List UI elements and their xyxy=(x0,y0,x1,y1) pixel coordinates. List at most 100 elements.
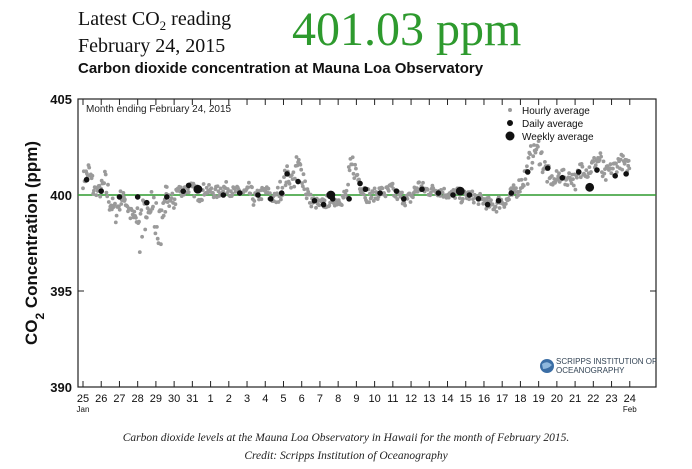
co2-chart: Carbon dioxide concentration at Mauna Lo… xyxy=(22,60,657,414)
x-tick-label: 3 xyxy=(244,393,250,405)
x-tick-label: 18 xyxy=(514,393,526,405)
hourly-point xyxy=(528,144,533,148)
legend-marker xyxy=(507,120,513,126)
hourly-point xyxy=(113,201,117,206)
hourly-point xyxy=(252,199,257,203)
x-tick-label: 11 xyxy=(387,393,398,405)
hourly-point xyxy=(266,186,271,191)
hourly-point xyxy=(526,156,531,160)
hourly-point xyxy=(598,151,603,156)
hourly-point xyxy=(589,170,593,174)
hourly-point xyxy=(303,179,307,184)
hourly-point xyxy=(341,195,346,200)
hourly-point xyxy=(154,201,159,205)
caption-line-2: Credit: Scripps Institution of Oceanogra… xyxy=(244,450,448,462)
hourly-point xyxy=(123,197,127,202)
hourly-point xyxy=(207,183,211,187)
hourly-point xyxy=(289,173,294,178)
x-tick-label: 14 xyxy=(441,393,453,405)
inset-label: Month ending February 24, 2015 xyxy=(86,104,232,115)
hourly-point xyxy=(128,216,133,221)
x-tick-label: 24 xyxy=(624,393,636,405)
hourly-point xyxy=(164,185,169,189)
hourly-point xyxy=(584,168,589,173)
daily-point xyxy=(484,201,491,208)
weekly-point xyxy=(585,182,595,192)
hourly-point xyxy=(627,166,632,171)
hourly-point xyxy=(573,187,578,192)
hourly-point xyxy=(304,196,309,201)
hourly-point xyxy=(81,186,85,191)
hourly-point xyxy=(608,162,613,167)
caption-line-1: Carbon dioxide levels at the Mauna Loa O… xyxy=(122,432,570,444)
x-tick-label: 6 xyxy=(299,393,305,405)
hourly-point xyxy=(539,150,544,155)
hourly-point xyxy=(134,215,138,220)
daily-point xyxy=(83,176,90,183)
hourly-point xyxy=(489,198,493,203)
hourly-point xyxy=(355,172,360,177)
daily-point xyxy=(559,174,566,181)
hourly-point xyxy=(533,150,538,155)
x-tick-label: 12 xyxy=(405,393,417,405)
daily-point xyxy=(236,190,243,196)
hourly-point xyxy=(169,196,174,200)
hourly-point xyxy=(550,174,554,178)
daily-point xyxy=(267,196,274,202)
daily-point xyxy=(612,173,618,179)
hourly-point xyxy=(117,204,121,209)
daily-point xyxy=(495,197,502,204)
reading-value: 401.03 ppm xyxy=(292,3,522,56)
daily-point xyxy=(295,178,301,185)
x-tick-label: 8 xyxy=(335,393,341,405)
x-tick-label: 22 xyxy=(587,393,599,405)
daily-point xyxy=(393,188,400,194)
hourly-point xyxy=(602,171,607,176)
hourly-point xyxy=(593,163,598,168)
daily-point xyxy=(284,171,290,177)
hourly-point xyxy=(309,204,314,209)
daily-point xyxy=(255,192,261,198)
hourly-point xyxy=(103,169,107,174)
hourly-point xyxy=(215,184,220,189)
hourly-point xyxy=(204,185,209,190)
hourly-point xyxy=(102,181,106,186)
hourly-point xyxy=(471,200,476,205)
legend-label: Weekly average xyxy=(522,132,594,143)
hourly-point xyxy=(346,182,350,187)
daily-point xyxy=(357,180,363,187)
hourly-point xyxy=(161,213,166,218)
hourly-point xyxy=(289,185,293,190)
hourly-point xyxy=(105,194,110,199)
daily-point xyxy=(346,196,352,202)
hourly-series xyxy=(81,139,632,255)
daily-point xyxy=(400,196,407,202)
hourly-point xyxy=(280,185,285,190)
hourly-point xyxy=(216,189,221,194)
hourly-point xyxy=(149,190,154,194)
hourly-point xyxy=(351,171,356,176)
hourly-point xyxy=(317,203,322,208)
hourly-point xyxy=(94,193,99,198)
x-tick-label: 4 xyxy=(262,393,268,405)
daily-point xyxy=(311,197,318,204)
hourly-point xyxy=(353,162,357,167)
hourly-point xyxy=(106,200,111,204)
hourly-point xyxy=(104,190,109,195)
hourly-point xyxy=(300,184,305,189)
hourly-point xyxy=(279,197,283,202)
hourly-point xyxy=(139,208,144,213)
hourly-point xyxy=(599,154,603,159)
hourly-point xyxy=(626,158,631,163)
hourly-point xyxy=(159,242,163,247)
hourly-point xyxy=(414,186,419,191)
hourly-point xyxy=(172,206,176,210)
x-tick-label: 7 xyxy=(317,393,323,405)
hourly-point xyxy=(328,200,332,205)
hourly-point xyxy=(538,162,543,167)
daily-point xyxy=(524,169,531,175)
hourly-point xyxy=(97,183,102,188)
hourly-point xyxy=(372,186,377,191)
hourly-point xyxy=(246,185,251,190)
hourly-point xyxy=(298,162,303,167)
